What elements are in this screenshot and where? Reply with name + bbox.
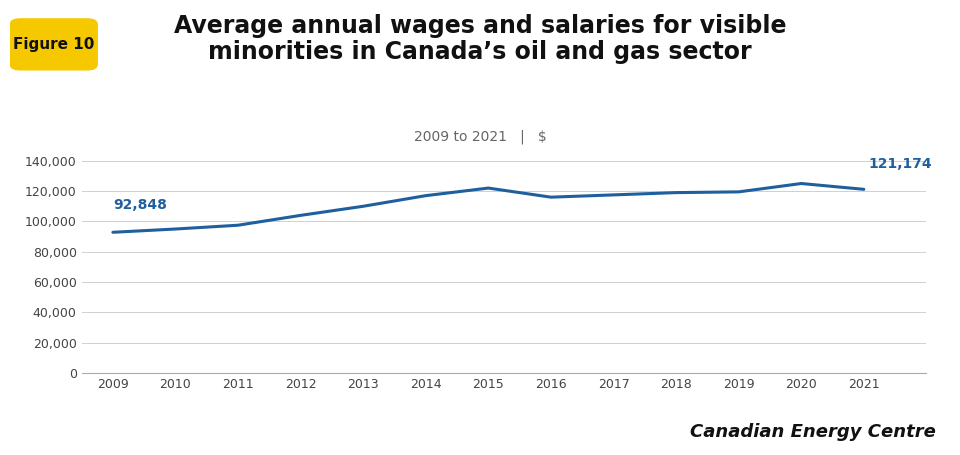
FancyBboxPatch shape xyxy=(10,18,98,71)
Text: Average annual wages and salaries for visible
minorities in Canada’s oil and gas: Average annual wages and salaries for vi… xyxy=(174,14,786,65)
Text: Figure 10: Figure 10 xyxy=(13,37,94,52)
Text: 92,848: 92,848 xyxy=(113,198,167,212)
Text: Canadian Energy Centre: Canadian Energy Centre xyxy=(690,423,936,441)
Text: 121,174: 121,174 xyxy=(869,157,932,172)
Text: 2009 to 2021   |   $: 2009 to 2021 | $ xyxy=(414,130,546,144)
